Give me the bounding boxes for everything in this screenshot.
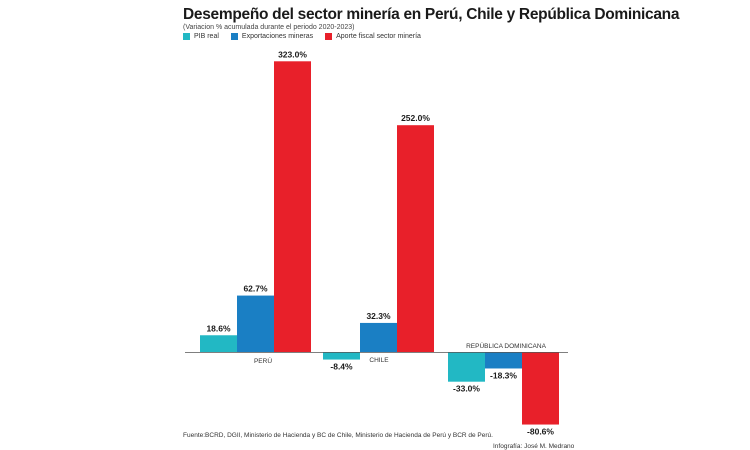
legend-swatch-aporte-fiscal	[325, 33, 333, 40]
bar-republica-dominicana-aporte-fiscal-sector-mineria	[522, 352, 559, 425]
legend-swatch-exportaciones	[230, 33, 238, 40]
bar-republica-dominicana-exportaciones-mineras	[485, 352, 522, 369]
category-label-peru: PERÚ	[254, 356, 272, 365]
legend-swatch-pib	[183, 33, 190, 40]
data-label-chile-aporte-fiscal-sector-mineria: 252.0%	[401, 113, 430, 123]
legend-label-aporte-fiscal: Aporte fiscal sector minería	[336, 33, 421, 40]
legend: PIB real Exportaciones mineras Aporte fi…	[183, 33, 433, 40]
data-label-republica-dominicana-pib-real: -33.0%	[453, 384, 480, 394]
bar-chile-pib-real	[323, 352, 360, 360]
chart-subtitle: (Variacion % acumulada durante el period…	[183, 24, 355, 31]
data-label-chile-exportaciones-mineras: 32.3%	[366, 311, 391, 321]
bar-peru-pib-real	[200, 335, 237, 352]
data-label-peru-exportaciones-mineras: 62.7%	[243, 284, 268, 294]
legend-item-exportaciones: Exportaciones mineras	[230, 33, 314, 40]
category-label-chile: CHILE	[369, 357, 389, 364]
legend-item-pib: PIB real	[183, 33, 219, 40]
legend-label-pib: PIB real	[194, 33, 219, 40]
bar-chile-aporte-fiscal-sector-mineria	[397, 125, 434, 352]
bar-chile-exportaciones-mineras	[360, 322, 397, 352]
data-label-republica-dominicana-exportaciones-mineras: -18.3%	[490, 370, 517, 380]
bar-republica-dominicana-pib-real	[448, 352, 485, 382]
data-label-chile-pib-real: -8.4%	[330, 362, 353, 372]
data-label-peru-aporte-fiscal-sector-mineria: 323.0%	[278, 49, 307, 59]
chart-title: Desempeño del sector minería en Perú, Ch…	[183, 6, 680, 23]
legend-label-exportaciones: Exportaciones mineras	[241, 33, 314, 40]
category-label-republica-dominicana: REPÚBLICA DOMINICANA	[466, 341, 546, 350]
data-label-peru-pib-real: 18.6%	[206, 323, 231, 333]
data-label-republica-dominicana-aporte-fiscal-sector-mineria: -80.6%	[527, 427, 554, 437]
credit-note: Infografía: José M. Medrano	[493, 443, 575, 450]
legend-item-aporte-fiscal: Aporte fiscal sector minería	[325, 33, 421, 40]
source-note: Fuente:BCRD, DGII, Ministerio de Haciend…	[183, 432, 493, 439]
bar-peru-exportaciones-mineras	[237, 295, 274, 352]
bar-peru-aporte-fiscal-sector-mineria	[274, 61, 311, 353]
